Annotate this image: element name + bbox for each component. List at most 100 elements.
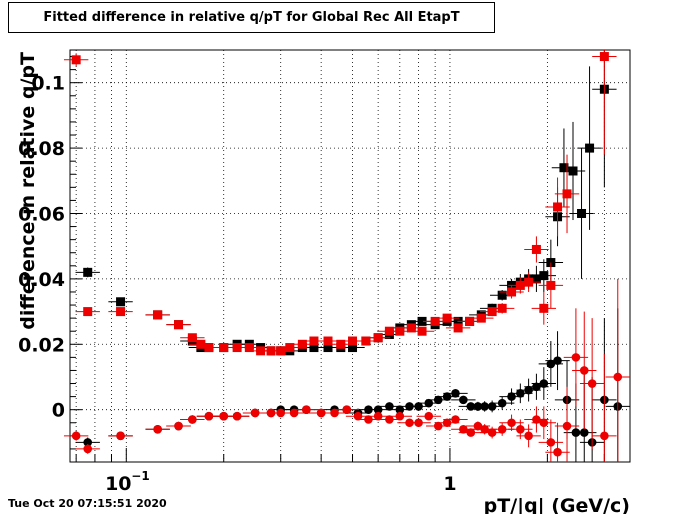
square-marker xyxy=(577,208,587,218)
data-point xyxy=(434,313,460,323)
data-point xyxy=(443,389,468,398)
square-marker xyxy=(204,343,214,353)
square-marker xyxy=(83,267,93,277)
data-point xyxy=(75,267,100,278)
circle-marker xyxy=(174,421,183,431)
y-tick-label: 0.08 xyxy=(18,138,65,160)
square-marker xyxy=(116,297,126,307)
square-marker xyxy=(453,323,463,333)
square-marker xyxy=(531,244,541,254)
circle-marker xyxy=(276,408,286,418)
data-point xyxy=(499,285,524,299)
data-marks xyxy=(63,50,630,462)
data-point xyxy=(554,386,580,462)
square-marker xyxy=(323,336,333,346)
circle-marker xyxy=(433,395,443,405)
circle-marker xyxy=(289,408,299,418)
circle-marker xyxy=(553,447,562,457)
square-marker xyxy=(568,166,578,176)
circle-marker xyxy=(587,379,597,388)
data-point xyxy=(315,336,341,346)
data-point xyxy=(387,411,413,421)
circle-marker xyxy=(532,382,541,392)
circle-marker xyxy=(451,415,460,424)
square-marker xyxy=(187,333,197,343)
data-point xyxy=(577,66,602,230)
circle-marker xyxy=(232,411,242,421)
data-point xyxy=(516,272,541,292)
square-marker xyxy=(153,310,163,320)
circle-marker xyxy=(539,418,549,428)
data-point xyxy=(334,405,359,414)
circle-marker xyxy=(480,425,489,434)
circle-marker xyxy=(600,431,609,441)
square-marker xyxy=(71,55,81,65)
square-marker xyxy=(285,343,295,353)
square-marker xyxy=(559,163,569,173)
circle-marker xyxy=(487,428,497,437)
data-point xyxy=(166,421,191,431)
square-marker xyxy=(309,343,319,353)
data-point xyxy=(531,259,557,292)
data-point xyxy=(365,405,391,414)
data-point xyxy=(224,411,250,421)
data-point xyxy=(409,326,435,336)
square-marker xyxy=(430,316,440,326)
circle-marker xyxy=(395,411,405,421)
timestamp: Tue Oct 20 07:15:51 2020 xyxy=(8,497,167,510)
circle-marker xyxy=(524,385,533,395)
circle-marker xyxy=(302,405,311,414)
circle-marker xyxy=(83,438,93,447)
square-marker xyxy=(232,343,242,353)
circle-marker xyxy=(442,418,452,428)
circle-marker xyxy=(316,408,326,418)
circle-marker xyxy=(424,411,434,421)
chart-title-box: Fitted difference in relative q/pT for G… xyxy=(8,2,495,33)
circle-marker xyxy=(342,405,352,414)
square-marker xyxy=(539,271,549,281)
circle-marker xyxy=(395,405,405,414)
square-marker xyxy=(336,339,346,349)
circle-marker xyxy=(250,408,260,418)
data-point xyxy=(592,354,617,462)
circle-marker xyxy=(385,402,394,411)
square-marker xyxy=(323,343,333,353)
data-point xyxy=(75,437,100,448)
square-marker xyxy=(417,326,427,336)
square-marker xyxy=(348,343,358,353)
data-point xyxy=(75,444,100,454)
x-tick-labels: 10 −1 1 xyxy=(105,469,457,495)
data-point xyxy=(451,395,476,405)
square-marker xyxy=(373,333,383,343)
square-marker xyxy=(585,143,595,153)
square-marker xyxy=(507,287,517,297)
data-point xyxy=(489,303,515,314)
data-point xyxy=(63,53,89,67)
square-marker xyxy=(487,307,497,317)
circle-marker xyxy=(497,398,507,408)
data-point xyxy=(592,50,617,155)
data-point xyxy=(499,388,524,405)
square-marker xyxy=(417,316,427,326)
circle-marker xyxy=(373,411,383,421)
data-point xyxy=(145,310,170,320)
square-marker xyxy=(531,274,541,284)
y-tick-label: 0.04 xyxy=(18,269,65,291)
data-point xyxy=(108,297,133,307)
data-point xyxy=(445,323,471,333)
circle-marker xyxy=(414,402,423,411)
data-point xyxy=(281,408,307,418)
data-point xyxy=(554,154,580,234)
circle-marker xyxy=(613,372,623,382)
circle-marker xyxy=(424,398,434,408)
circle-marker xyxy=(579,428,589,437)
data-point xyxy=(579,318,605,449)
data-point xyxy=(469,313,494,323)
circle-marker xyxy=(507,418,516,428)
data-point xyxy=(416,411,441,421)
circle-marker xyxy=(442,392,452,401)
circle-marker xyxy=(562,421,572,431)
circle-marker xyxy=(373,405,383,414)
data-point xyxy=(322,408,347,418)
